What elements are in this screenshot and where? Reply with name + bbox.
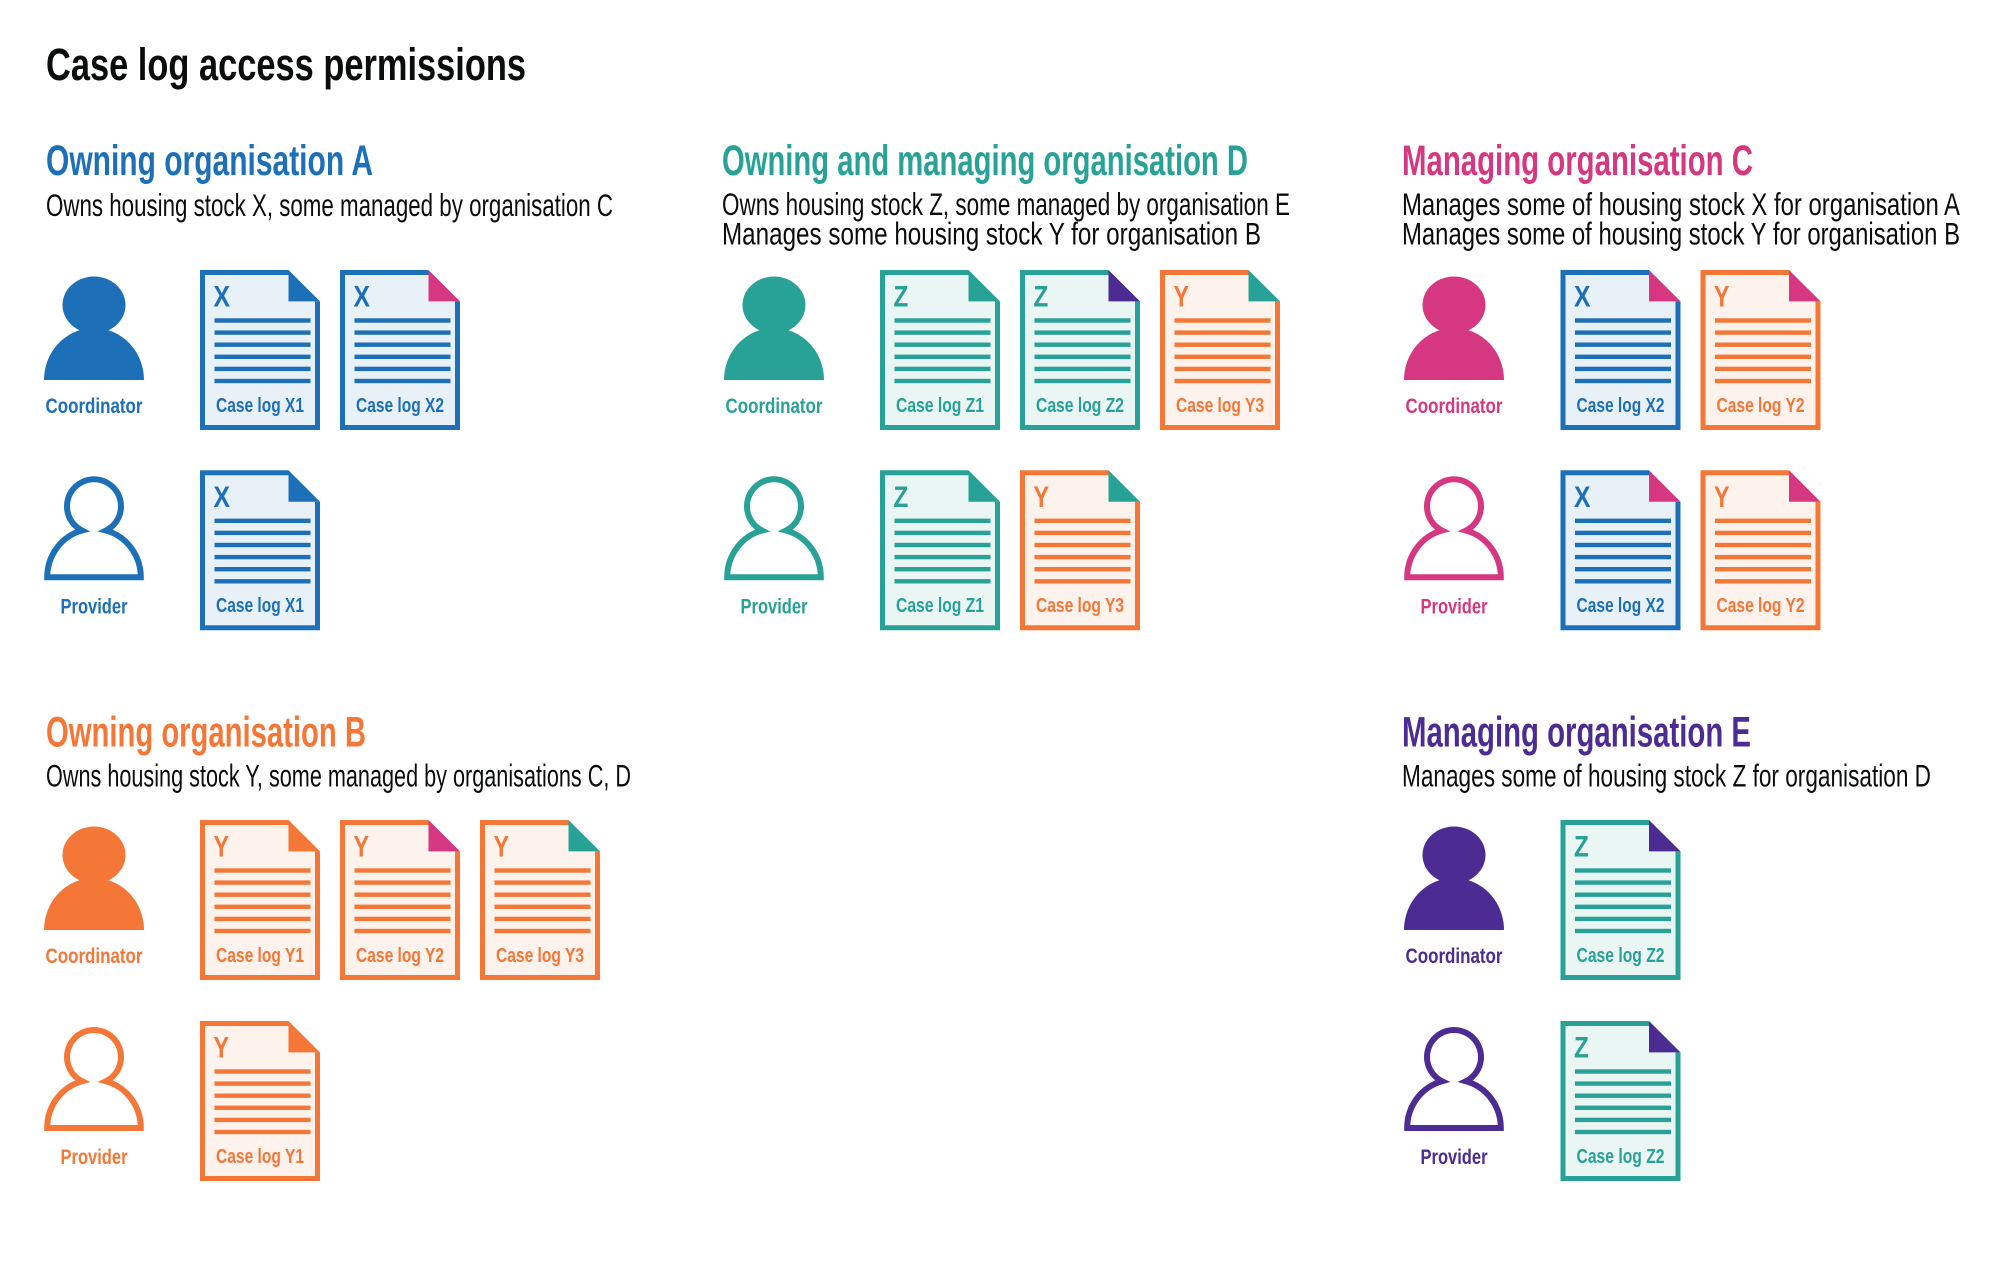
svg-text:Case log Y1: Case log Y1 [216, 1146, 304, 1168]
svg-text:Z: Z [1574, 831, 1589, 864]
svg-text:Case log Z2: Case log Z2 [1577, 1146, 1665, 1168]
svg-text:Owns housing stock Y, some man: Owns housing stock Y, some managed by or… [46, 758, 631, 794]
svg-text:Case log access permissions: Case log access permissions [46, 39, 526, 90]
svg-text:Y: Y [494, 831, 510, 864]
svg-text:Z: Z [894, 481, 909, 514]
svg-text:Manages some of housing stock: Manages some of housing stock Y for orga… [1402, 216, 1960, 252]
svg-text:Z: Z [894, 281, 909, 314]
svg-text:Manages some of housing stock: Manages some of housing stock X for orga… [1402, 186, 1960, 222]
svg-text:Case log X2: Case log X2 [1577, 595, 1665, 617]
svg-text:Y: Y [1174, 281, 1190, 314]
svg-text:Case log X1: Case log X1 [216, 595, 304, 617]
svg-text:Provider: Provider [61, 595, 128, 618]
svg-text:X: X [1574, 481, 1591, 514]
svg-text:X: X [214, 281, 231, 314]
svg-text:Owning organisation A: Owning organisation A [46, 137, 373, 185]
svg-text:Case log Y1: Case log Y1 [216, 945, 304, 967]
svg-text:Case log Y3: Case log Y3 [1176, 395, 1264, 417]
svg-text:Case log X2: Case log X2 [356, 395, 444, 417]
svg-text:Case log Y2: Case log Y2 [356, 945, 444, 967]
svg-text:Owns housing stock Z, some man: Owns housing stock Z, some managed by or… [722, 186, 1290, 222]
svg-text:X: X [354, 281, 371, 314]
svg-text:Managing organisation C: Managing organisation C [1402, 137, 1753, 185]
svg-text:Managing organisation E: Managing organisation E [1402, 709, 1751, 757]
svg-text:X: X [1574, 281, 1591, 314]
svg-text:Manages some of housing stock: Manages some of housing stock Z for orga… [1402, 758, 1931, 794]
svg-text:Owning organisation B: Owning organisation B [46, 709, 366, 757]
svg-text:Owns housing stock X, some man: Owns housing stock X, some managed by or… [46, 187, 613, 223]
svg-text:Y: Y [214, 831, 230, 864]
svg-text:Case log Y3: Case log Y3 [1036, 595, 1124, 617]
svg-text:Provider: Provider [1421, 595, 1488, 618]
svg-text:Y: Y [1034, 481, 1050, 514]
svg-text:Case log Y3: Case log Y3 [496, 945, 584, 967]
svg-text:X: X [214, 481, 231, 514]
svg-text:Y: Y [214, 1032, 230, 1065]
svg-text:Case log Y2: Case log Y2 [1717, 395, 1805, 417]
svg-text:Case log Z1: Case log Z1 [896, 395, 984, 417]
svg-text:Case log Y2: Case log Y2 [1717, 595, 1805, 617]
svg-text:Provider: Provider [1421, 1146, 1488, 1169]
svg-text:Case log Z2: Case log Z2 [1577, 945, 1665, 967]
svg-text:Provider: Provider [741, 595, 808, 618]
svg-text:Case log Z2: Case log Z2 [1036, 395, 1124, 417]
svg-text:Z: Z [1034, 281, 1049, 314]
svg-text:Y: Y [1714, 481, 1730, 514]
svg-text:Coordinator: Coordinator [1406, 945, 1503, 968]
svg-text:Y: Y [1714, 281, 1730, 314]
svg-text:Coordinator: Coordinator [46, 945, 143, 968]
svg-text:Coordinator: Coordinator [1406, 395, 1503, 418]
svg-text:Manages some housing stock Y f: Manages some housing stock Y for organis… [722, 216, 1261, 252]
svg-text:Coordinator: Coordinator [46, 395, 143, 418]
svg-text:Owning and managing organisati: Owning and managing organisation D [722, 137, 1248, 185]
svg-text:Case log X2: Case log X2 [1577, 395, 1665, 417]
svg-text:Coordinator: Coordinator [726, 395, 823, 418]
svg-text:Z: Z [1574, 1032, 1589, 1065]
svg-text:Case log X1: Case log X1 [216, 395, 304, 417]
svg-text:Y: Y [354, 831, 370, 864]
svg-text:Provider: Provider [61, 1146, 128, 1169]
svg-text:Case log Z1: Case log Z1 [896, 595, 984, 617]
